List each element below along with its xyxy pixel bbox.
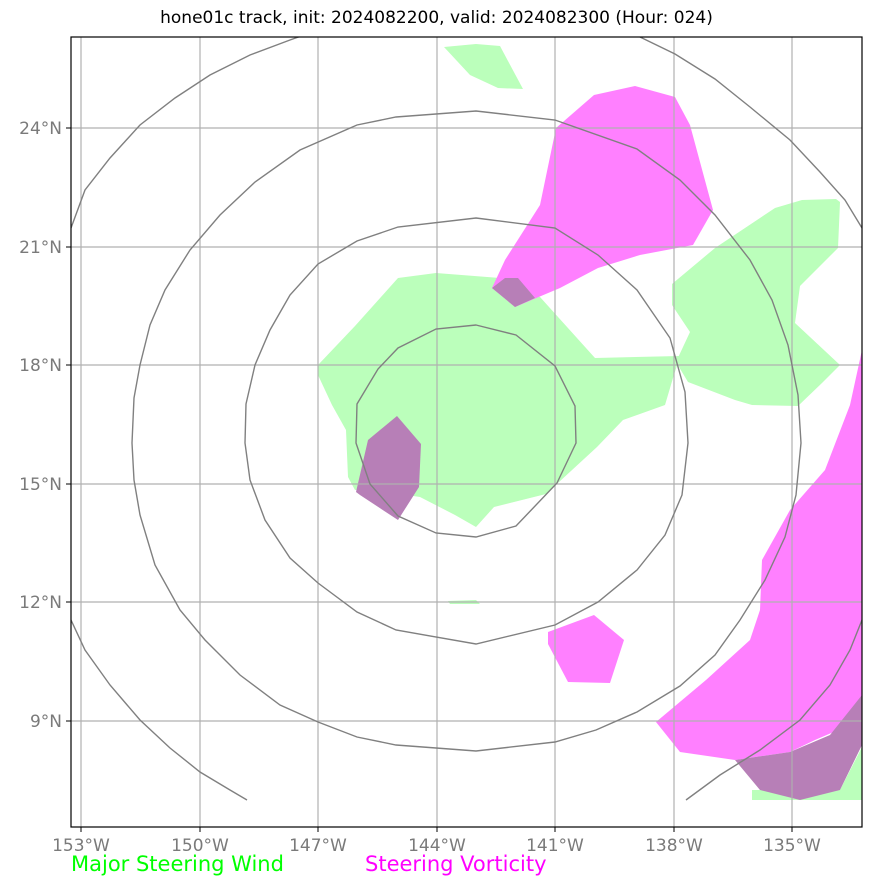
vorticity-region-east [656,350,862,760]
lat-tick-label: 12°N [19,593,62,613]
map-title: hone01c track, init: 2024082200, valid: … [160,8,713,28]
range-ring-4 [71,37,301,229]
lat-tick-label: 15°N [19,475,62,495]
lat-tick-label: 18°N [19,356,62,376]
lon-tick-label: 153°W [52,836,110,856]
lon-tick-label: 150°W [171,836,229,856]
overlap-region-west [356,416,421,520]
overlap-regions [356,278,862,800]
lon-tick-label: 147°W [289,836,347,856]
range-ring-4-southwest [71,619,248,801]
range-ring-4-east [639,37,862,229]
overlap-region-north [492,278,535,307]
range-ring-4-southeast [685,619,862,801]
latitude-labels: 24°N 21°N 18°N 15°N 12°N 9°N [19,119,62,732]
lat-tick-label: 21°N [19,238,62,258]
plot-frame [70,36,863,828]
legend-vorticity-label: Steering Vorticity [365,852,547,876]
lat-tick-label: 24°N [19,119,62,139]
range-ring-3 [131,110,802,752]
legend-wind-label: Major Steering Wind [71,852,284,876]
lon-tick-label: 141°W [526,836,584,856]
lat-tick-label: 9°N [30,712,62,732]
wind-region-southeast [752,747,862,800]
steering-vorticity-regions [492,86,862,760]
longitude-labels: 153°W 150°W 147°W 144°W 141°W 138°W 135°… [52,836,821,856]
vorticity-region-north [492,86,713,307]
lon-tick-label: 138°W [645,836,703,856]
wind-region-east [672,199,840,406]
lon-tick-label: 135°W [763,836,821,856]
tick-marks [66,127,793,832]
range-ring-2 [244,217,689,645]
graticule [71,37,862,827]
overlap-region-southeast [735,695,862,800]
vorticity-region-south [548,615,624,683]
range-rings [71,37,862,801]
wind-region-north [444,44,523,89]
range-ring-1 [355,324,577,538]
lon-tick-label: 144°W [408,836,466,856]
